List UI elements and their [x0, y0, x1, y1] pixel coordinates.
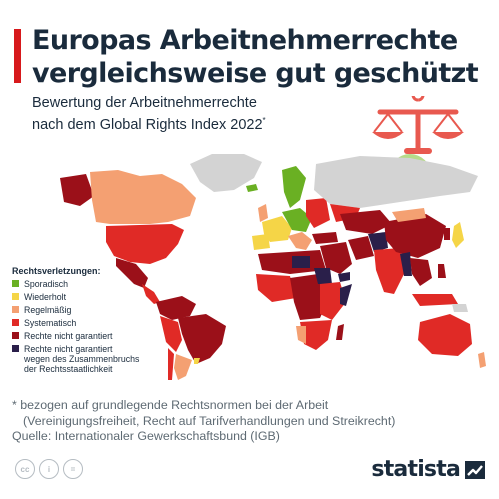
afghanistan	[368, 232, 388, 252]
legend-label: Wiederholt	[24, 292, 67, 302]
japan	[452, 222, 464, 248]
colombia-venezuela	[156, 296, 196, 320]
source-text: Quelle: Internationaler Gewerkschaftsbun…	[12, 429, 280, 443]
legend-swatch	[12, 345, 19, 352]
legend-swatch	[12, 332, 19, 339]
title-line-1: Europas Arbeitnehmerrechte	[32, 25, 458, 56]
southeast-asia	[410, 258, 432, 286]
legend-item-wiederholt: Wiederholt	[12, 292, 162, 302]
legend-swatch	[12, 319, 19, 326]
italy-balkans	[288, 232, 312, 250]
middle-east	[320, 242, 352, 274]
png	[452, 304, 468, 312]
legend-label: Systematisch	[24, 318, 77, 328]
korea	[444, 228, 450, 240]
statista-brand[interactable]: statista	[371, 457, 485, 482]
iran	[348, 236, 374, 260]
myanmar	[400, 252, 412, 276]
west-africa	[256, 274, 296, 302]
peru-bolivia	[160, 316, 182, 352]
usa	[106, 224, 184, 264]
new-zealand	[478, 352, 486, 368]
nd-icon[interactable]: =	[63, 459, 83, 479]
chile	[168, 348, 174, 380]
page-title: Europas Arbeitnehmerrechte vergleichswei…	[32, 24, 487, 90]
central-europe	[282, 208, 312, 232]
scale-icon	[372, 96, 464, 154]
iceland	[246, 184, 258, 192]
sudan	[314, 268, 332, 284]
namibia	[296, 326, 306, 344]
yemen	[338, 272, 350, 282]
legend-label: Rechte nicht garantiert	[24, 331, 113, 341]
accent-bar	[14, 29, 21, 83]
legend-item-nicht-garantiert: Rechte nicht garantiert	[12, 331, 162, 341]
indonesia	[412, 294, 458, 306]
southern-africa	[300, 320, 332, 350]
western-europe	[262, 216, 292, 242]
cc-icon[interactable]: cc	[15, 459, 35, 479]
legend-item-systematisch: Systematisch	[12, 318, 162, 328]
legend-label: Sporadisch	[24, 279, 69, 289]
legend-title: Rechtsverletzungen:	[12, 266, 101, 276]
subtitle: Bewertung der Arbeitnehmerrechte nach de…	[32, 95, 332, 134]
subtitle-marker: *	[262, 116, 266, 125]
libya	[292, 256, 310, 268]
license-icons: cc i =	[15, 459, 83, 479]
legend: Rechtsverletzungen: Sporadisch Wiederhol…	[12, 266, 162, 377]
subtitle-line-1: Bewertung der Arbeitnehmerrechte	[32, 95, 257, 111]
mexico	[116, 258, 148, 288]
legend-swatch	[12, 280, 19, 287]
brazil	[178, 314, 226, 364]
eastern-europe	[306, 198, 330, 228]
philippines	[438, 264, 446, 278]
legend-item-regelmaessig: Regelmäßig	[12, 305, 162, 315]
uruguay	[194, 358, 200, 364]
uk	[258, 204, 268, 222]
footnote-line-2: (Vereinigungsfreiheit, Recht auf Tarifve…	[23, 413, 396, 428]
iberia	[252, 234, 270, 250]
legend-label: Regelmäßig	[24, 305, 72, 315]
brand-name: statista	[371, 457, 460, 482]
title-line-2: vergleichsweise gut geschützt	[32, 58, 479, 89]
footnote-line-1: * bezogen auf grundlegende Rechtsnormen …	[12, 398, 329, 412]
greenland	[190, 154, 262, 192]
legend-swatch	[12, 293, 19, 300]
legend-item-sporadisch: Sporadisch	[12, 279, 162, 289]
alaska	[60, 174, 94, 206]
legend-item-zusammenbruch: Rechte nicht garantiert wegen des Zusamm…	[12, 344, 162, 374]
canada	[90, 170, 196, 224]
nordics	[282, 166, 306, 208]
legend-label: Rechte nicht garantiert wegen des Zusamm…	[24, 344, 140, 374]
by-icon[interactable]: i	[39, 459, 59, 479]
central-america	[142, 284, 160, 304]
kazakhstan	[340, 210, 392, 234]
somalia	[340, 284, 352, 306]
argentina	[174, 354, 192, 380]
madagascar	[336, 324, 344, 340]
india	[374, 248, 406, 294]
east-africa	[320, 282, 346, 320]
subtitle-line-2: nach dem Global Rights Index 2022*	[32, 116, 266, 133]
footnote: * bezogen auf grundlegende Rechtsnormen …	[12, 398, 482, 445]
australia	[418, 314, 472, 356]
world-map	[60, 154, 486, 380]
turkey	[312, 232, 338, 244]
statista-logo-icon	[465, 460, 485, 479]
mongolia	[392, 208, 426, 222]
legend-swatch	[12, 306, 19, 313]
china	[384, 214, 446, 258]
russia	[314, 156, 478, 208]
